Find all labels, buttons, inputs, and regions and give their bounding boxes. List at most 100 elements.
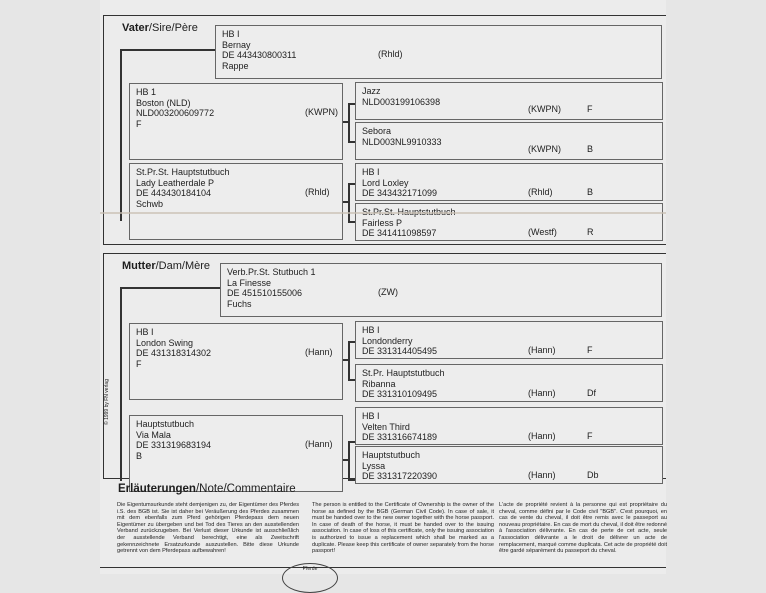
entry-line: DE 331314405495 <box>362 346 438 356</box>
entry-line: Hauptstutbuch <box>362 450 421 460</box>
studbook-region: (ZW) <box>378 287 398 297</box>
heading-bold: Mutter <box>122 260 156 272</box>
sire-grandparent-entry: St.Pr.St. HauptstutbuchFairless PDE 3414… <box>355 203 663 241</box>
heading-bold: Vater <box>122 22 149 34</box>
sire-grandparent-entry: HB I Lord Loxley DE 343432171099 <box>355 163 663 201</box>
connector <box>348 103 350 141</box>
notes-heading: Erläuterungen/Note/Commentaire <box>118 483 296 495</box>
entry-line: London Swing <box>136 337 194 348</box>
studbook-region: (Hann) <box>305 347 333 357</box>
dam-grandparent-entry: HB I Londonderry DE 331314405495 <box>355 321 663 359</box>
sire-heading: Vater/Sire/Père <box>122 22 198 34</box>
studbook-region: (Hann) <box>528 388 556 398</box>
entry-line: DE 341411098597 <box>362 228 437 238</box>
connector <box>348 221 355 223</box>
entry-line: La Finesse <box>227 277 272 288</box>
coat-color: B <box>587 187 594 197</box>
connector <box>348 103 355 105</box>
connector <box>348 441 350 479</box>
entry-line: DE 443430800311 <box>222 50 297 60</box>
coat-color: F <box>587 103 593 114</box>
heading-rest: /Sire/Père <box>148 22 198 34</box>
stamp: Pferde <box>282 563 338 593</box>
connector <box>120 49 215 51</box>
connector <box>348 379 355 381</box>
connector <box>343 121 349 123</box>
connector <box>348 141 355 143</box>
entry-line: Velten Third <box>362 421 410 432</box>
connector <box>120 287 122 481</box>
entry-line: Lyssa <box>362 460 386 471</box>
entry-line: Schwb <box>136 198 164 209</box>
studbook-region: (Rhld) <box>378 49 403 59</box>
dam-parent-entry: Hauptstutbuch Via Mala DE 331319683194 B <box>129 415 343 492</box>
entry-line: Lady Leatherdale P <box>136 177 215 188</box>
coat-color: R <box>587 227 594 237</box>
entry-line: Hauptstutbuch <box>136 419 195 429</box>
heading-rest: /Dam/Mère <box>155 260 211 272</box>
dam-grandparent-entry: St.Pr. Hauptstutbuch Ribanna DE 3313101094… <box>355 364 663 402</box>
entry-line: HB 1 <box>136 87 157 97</box>
connector <box>343 201 349 203</box>
notes-heading-bold: Erläuterungen <box>118 483 196 495</box>
sire-main-entry: HB I Bernay DE 443430800311 Rappe <box>215 25 662 79</box>
entry-line: DE 431318314302 <box>136 348 212 358</box>
sire-parent-entry: St.Pr.St. Hauptstutbuch Lady Leatherdale … <box>129 163 343 240</box>
connector <box>348 183 350 221</box>
connector <box>348 341 355 343</box>
dam-grandparent-entry: Hauptstutbuch Lyssa DE 331317220390 <box>355 446 663 484</box>
entry-line: Sebora <box>362 126 392 136</box>
entry-line: NLD003200609772 <box>136 108 215 118</box>
dam-grandparent-entry: HB I Velten Third DE 331316674189 <box>355 407 663 445</box>
dam-main-entry: Verb.Pr.St. Stutbuch 1 La Finesse DE 45151… <box>220 263 662 317</box>
entry-line: DE 443430184104 <box>136 188 212 198</box>
entry-line: HB I <box>362 167 380 177</box>
studbook-region: (Hann) <box>528 470 556 480</box>
entry-line: F <box>136 358 142 369</box>
sire-frame <box>103 15 666 245</box>
coat-color: B <box>587 143 594 154</box>
coat-color: F <box>587 345 593 355</box>
divider <box>100 567 666 568</box>
sire-grandparent-entry: Jazz NLD003199106398 <box>355 82 663 120</box>
paper-crease <box>100 212 666 214</box>
entry-line: B <box>136 450 143 461</box>
note-german: Die Eigentumsurkunde steht demjenigen zu… <box>117 502 299 555</box>
entry-line: Verb.Pr.St. Stutbuch 1 <box>227 267 316 277</box>
coat-color: Db <box>587 470 599 480</box>
entry-line: DE 343432171099 <box>362 188 438 198</box>
entry-line: HB I <box>222 29 240 39</box>
connector <box>348 441 355 443</box>
dam-heading: Mutter/Dam/Mère <box>122 260 210 272</box>
sire-parent-entry: HB 1 Boston (NLD) NLD003200609772 F <box>129 83 343 160</box>
entry-line: F <box>136 118 142 129</box>
connector <box>120 287 220 289</box>
studbook-region: (Hann) <box>305 439 333 449</box>
entry-line: Lord Loxley <box>362 177 409 188</box>
connector <box>348 183 355 185</box>
entry-line: DE 331316674189 <box>362 432 438 442</box>
note-english: The person is entitled to the Certificat… <box>312 502 494 555</box>
connector <box>120 49 122 221</box>
entry-line: DE 451510155006 <box>227 288 303 298</box>
entry-line: HB I <box>362 411 380 421</box>
entry-line: NLD003NL9910333 <box>362 136 442 147</box>
connector <box>343 459 349 461</box>
entry-line: HB I <box>362 325 380 335</box>
studbook-region: (Hann) <box>528 345 556 355</box>
entry-line: Jazz <box>362 86 381 96</box>
entry-line: Bernay <box>222 39 251 50</box>
notes-heading-rest: /Note/Commentaire <box>195 483 296 495</box>
entry-line: Ribanna <box>362 378 396 389</box>
entry-line: St.Pr. Hauptstutbuch <box>362 368 445 378</box>
entry-line: DE 331319683194 <box>136 440 212 450</box>
entry-line: HB I <box>136 327 154 337</box>
entry-line: St.Pr.St. Hauptstutbuch <box>136 167 230 177</box>
entry-line: Fairless P <box>362 217 403 228</box>
studbook-region: (Westf) <box>528 227 557 237</box>
connector <box>348 479 355 481</box>
studbook-region: (KWPN) <box>305 107 338 117</box>
sire-grandparent-entry: Sebora NLD003NL9910333 <box>355 122 663 160</box>
entry-line: Londonderry <box>362 335 413 346</box>
entry-line: Boston (NLD) <box>136 97 191 108</box>
